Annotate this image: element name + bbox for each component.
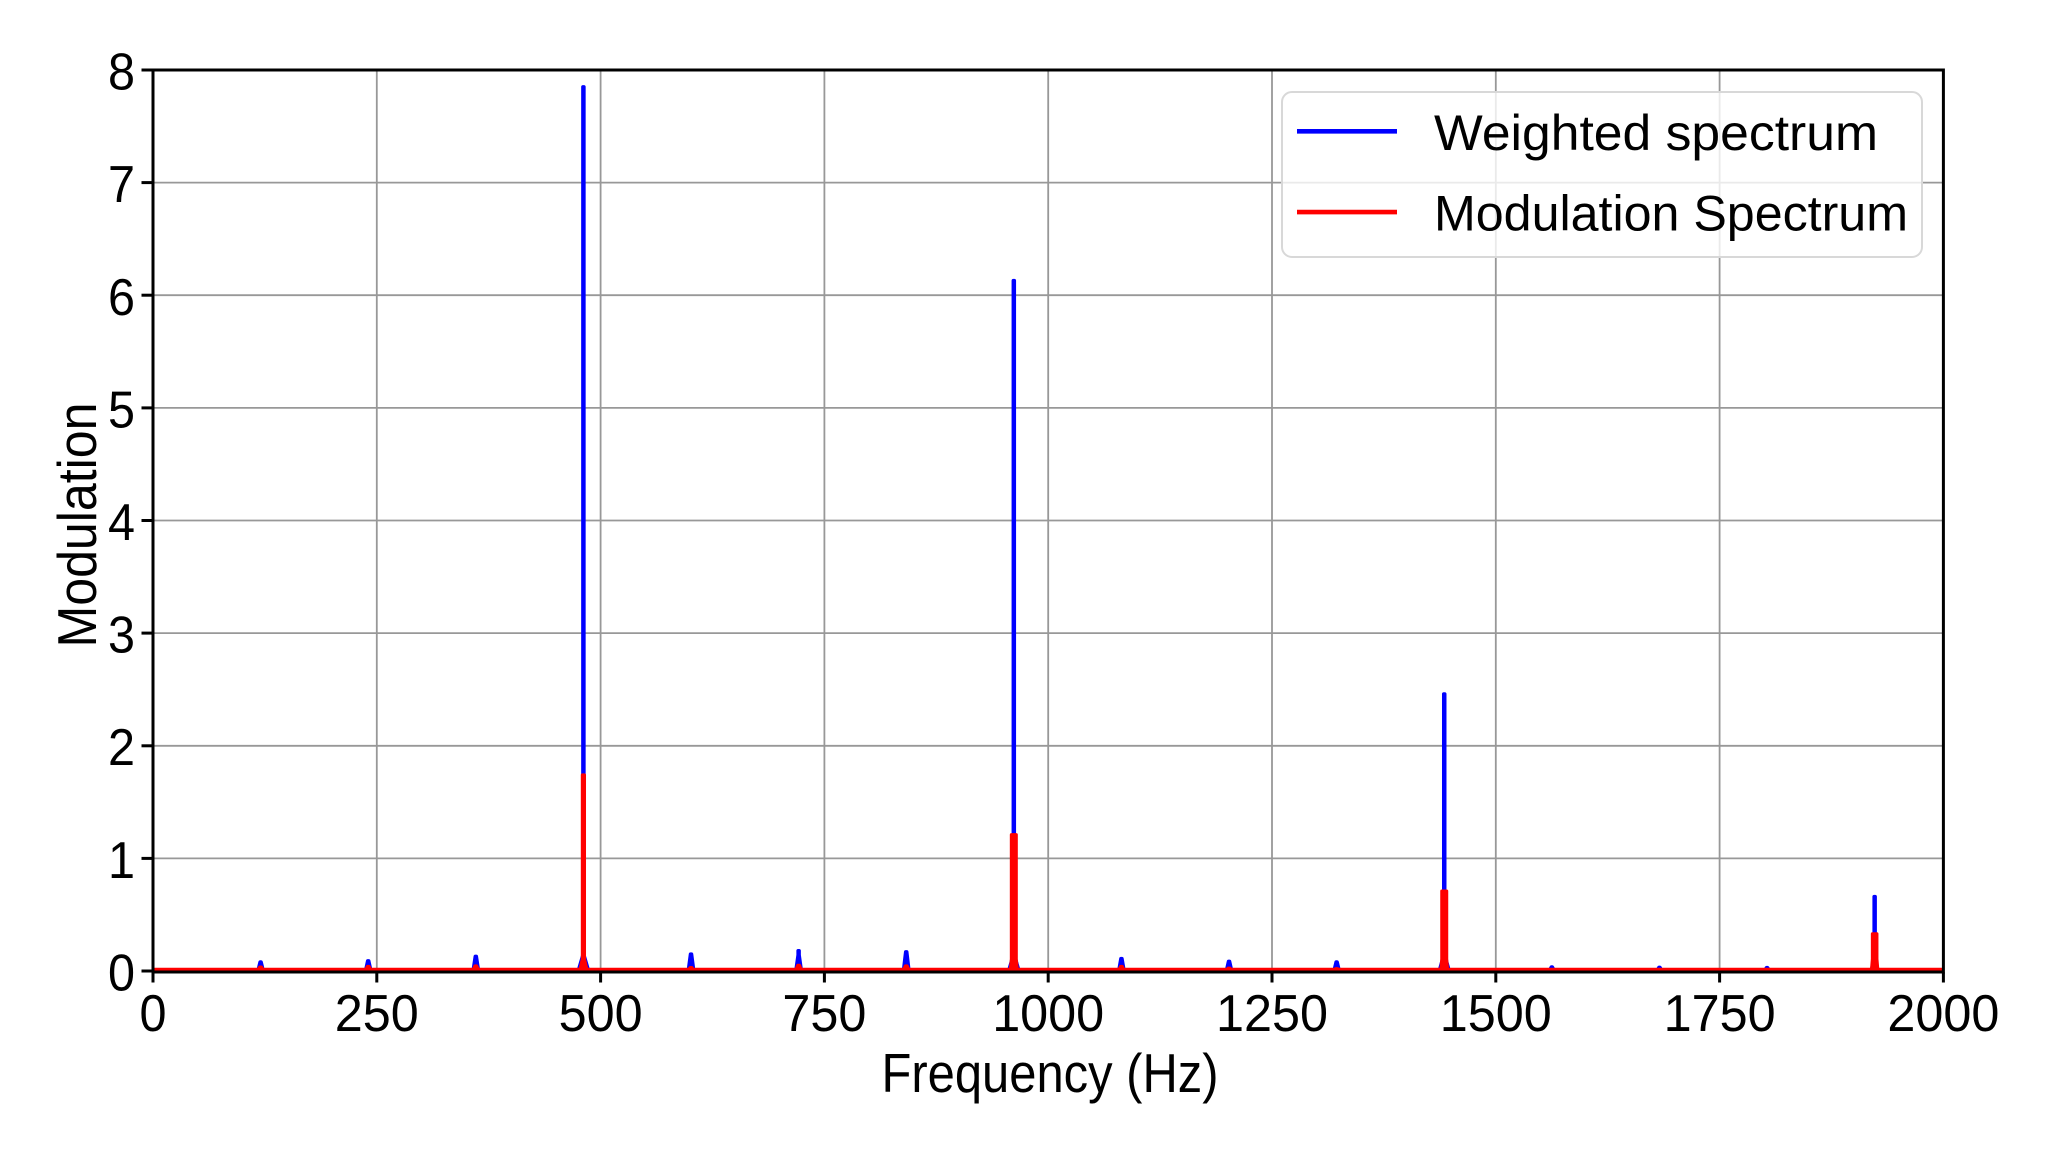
- svg-text:2000: 2000: [1887, 985, 1999, 1043]
- svg-text:5: 5: [108, 381, 135, 439]
- svg-text:2: 2: [108, 719, 135, 777]
- svg-text:8: 8: [108, 44, 135, 102]
- svg-text:Weighted spectrum: Weighted spectrum: [1434, 105, 1878, 161]
- svg-text:1250: 1250: [1216, 985, 1328, 1043]
- svg-text:4: 4: [108, 494, 135, 552]
- svg-text:1500: 1500: [1440, 985, 1552, 1043]
- svg-text:1: 1: [108, 832, 135, 890]
- svg-text:6: 6: [108, 269, 135, 327]
- svg-text:250: 250: [335, 985, 419, 1043]
- svg-text:500: 500: [559, 985, 643, 1043]
- svg-text:7: 7: [108, 156, 135, 214]
- svg-text:0: 0: [108, 945, 135, 1003]
- svg-text:1750: 1750: [1664, 985, 1776, 1043]
- svg-text:0: 0: [140, 985, 167, 1043]
- svg-text:3: 3: [108, 607, 135, 665]
- svg-text:Modulation Spectrum: Modulation Spectrum: [1434, 186, 1908, 242]
- svg-text:750: 750: [782, 985, 866, 1043]
- svg-text:Frequency (Hz): Frequency (Hz): [882, 1042, 1219, 1104]
- svg-text:Modulation: Modulation: [46, 403, 108, 648]
- svg-text:1000: 1000: [992, 985, 1104, 1043]
